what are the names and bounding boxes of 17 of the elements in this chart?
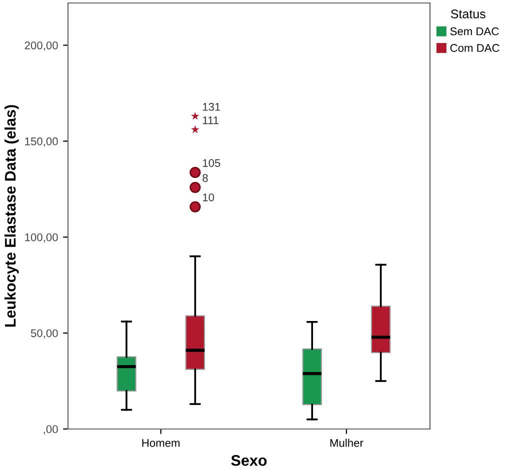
legend-label: Sem DAC xyxy=(450,27,499,36)
annotation: 131 xyxy=(202,102,220,111)
y-tick-label: 100,00 xyxy=(25,233,58,243)
legend-label: Com DAC xyxy=(450,44,500,52)
y-tick-label: ,00 xyxy=(44,425,58,434)
annotation: 105 xyxy=(202,159,220,167)
x-tick-label: Homem xyxy=(142,439,180,447)
y-tick-label: 150,00 xyxy=(25,137,58,147)
annotation: 8 xyxy=(202,174,208,182)
y-tick-label: 200,00 xyxy=(24,41,58,51)
x-axis-title: Sexo xyxy=(231,455,267,466)
y-axis-title: Leukocyte Elastase Data (elas) xyxy=(4,105,19,327)
annotation: 111 xyxy=(202,116,218,124)
y-tick-label: 50,00 xyxy=(30,329,58,338)
legend-title: Status xyxy=(450,10,486,18)
x-tick-label: Mulher xyxy=(330,438,364,447)
annotation: 10 xyxy=(202,193,214,202)
